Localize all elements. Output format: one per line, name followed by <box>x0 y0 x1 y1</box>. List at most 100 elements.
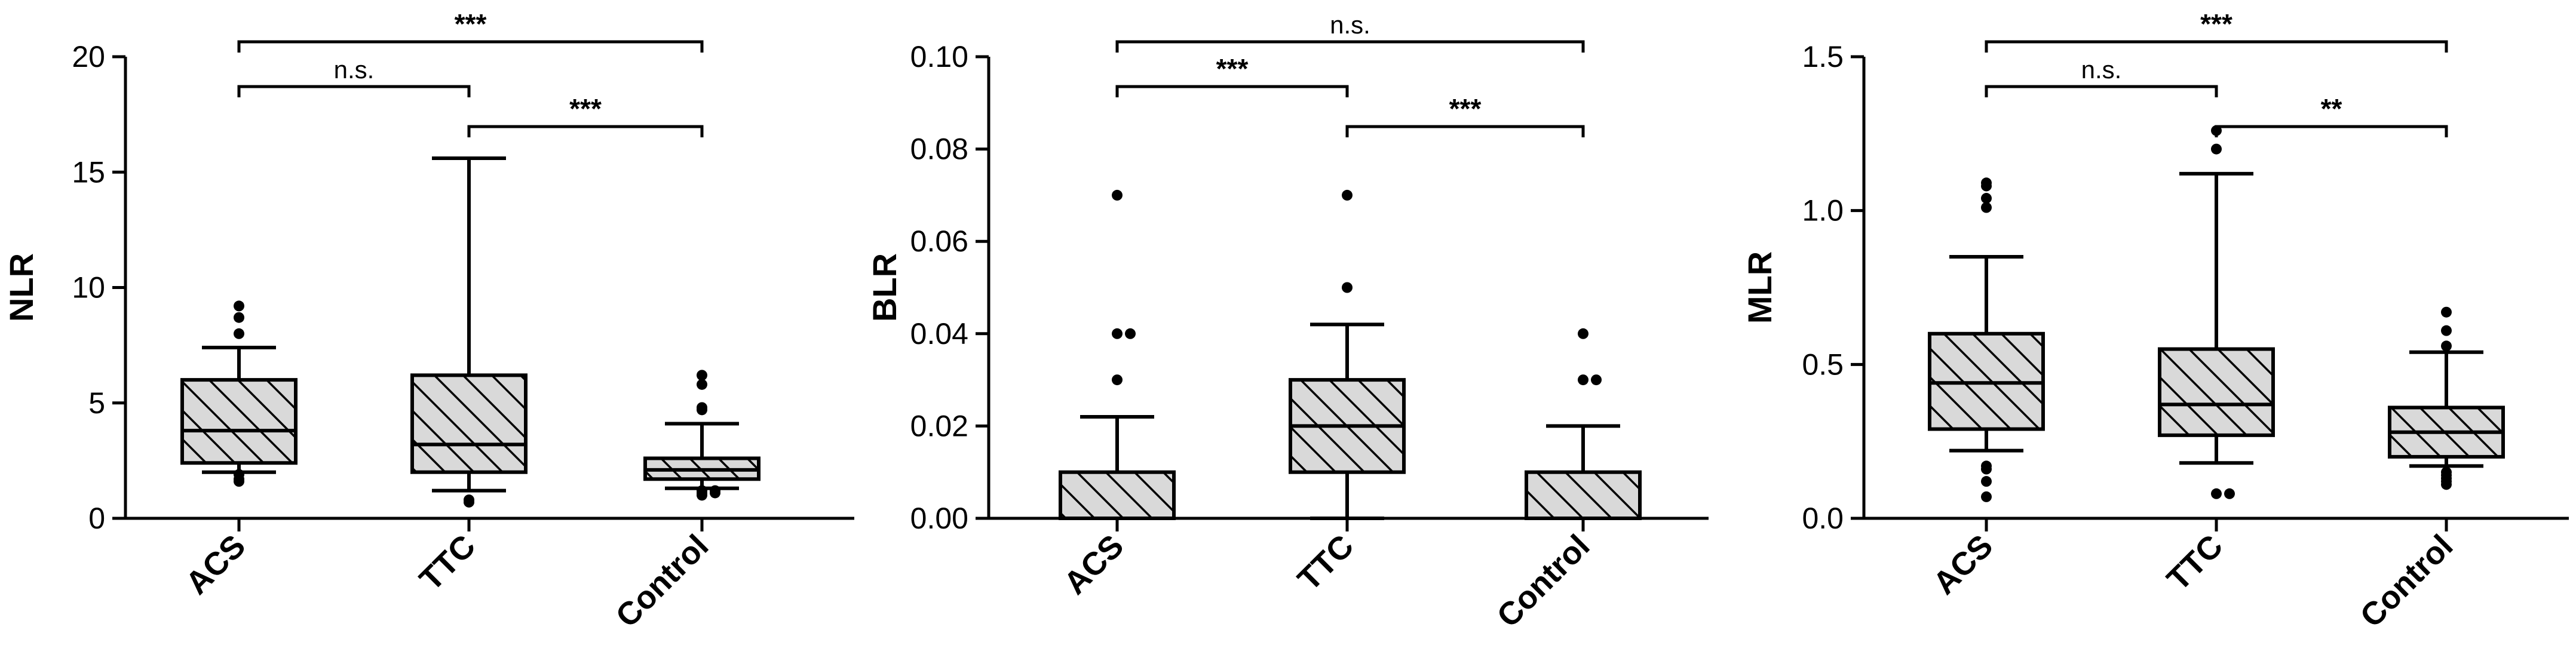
significance-bracket: *** <box>1985 8 2448 53</box>
x-tick-label: ACS <box>179 528 252 601</box>
box-control <box>1525 328 1642 521</box>
outlier-point <box>1981 476 1992 487</box>
iqr-box <box>2158 347 2275 437</box>
outlier-point <box>697 402 707 413</box>
significance-bracket: n.s. <box>1115 11 1585 53</box>
outlier-point <box>1981 202 1992 213</box>
x-tick-label: ACS <box>1057 528 1130 601</box>
bracket-line <box>1115 40 1585 53</box>
bracket-line <box>1345 125 1585 137</box>
outlier-point <box>2224 488 2235 499</box>
significance-label: n.s. <box>2081 56 2122 84</box>
outlier-point <box>1112 374 1123 386</box>
x-tick-label: Control <box>2353 528 2460 634</box>
x-tick-label: ACS <box>1926 528 2000 601</box>
outlier-point <box>710 485 720 496</box>
outlier-point <box>1981 177 1992 189</box>
panel-blr: 0.00 0.02 0.04 0.06 0.08 0.10 BLR ACS TTC Control… <box>866 11 1709 634</box>
y-tick-label: 0.02 <box>910 409 968 442</box>
significance-bracket: *** <box>237 8 704 53</box>
y-tick-label: 0 <box>88 502 105 535</box>
outlier-point <box>234 328 244 339</box>
y-tick-label: 20 <box>72 40 105 73</box>
outlier-point <box>234 469 244 480</box>
significance-label: *** <box>1449 93 1482 124</box>
outlier-point <box>697 379 707 390</box>
bracket-line <box>467 125 704 137</box>
significance-label: *** <box>569 93 602 124</box>
outlier-point <box>2211 143 2222 155</box>
y-tick-label: 0.00 <box>910 502 968 535</box>
outlier-point <box>1578 328 1588 339</box>
outlier-point <box>2441 306 2452 318</box>
outlier-point <box>1981 193 1992 204</box>
outlier-point <box>2441 325 2452 336</box>
iqr-box <box>1525 470 1642 521</box>
box-acs <box>1928 177 2045 502</box>
y-tick-label: 15 <box>72 155 105 189</box>
y-tick-label: 0.08 <box>910 133 968 166</box>
outlier-point <box>1981 460 1992 472</box>
panel-nlr: 0 5 10 15 20 NLR ACS TTC Control n.s. *** *** <box>2 8 854 634</box>
y-axis-label: NLR <box>2 253 40 322</box>
significance-bracket: ** <box>2215 93 2448 137</box>
iqr-box <box>410 373 528 474</box>
box-ttc <box>1289 189 1406 520</box>
significance-label: n.s. <box>334 56 375 84</box>
x-tick-label: Control <box>609 528 715 634</box>
box-ttc <box>410 156 528 508</box>
significance-label: *** <box>455 8 487 39</box>
outlier-point <box>1125 328 1136 339</box>
box-acs <box>1059 189 1176 521</box>
outlier-point <box>234 300 244 312</box>
box-acs <box>180 300 298 487</box>
outlier-point <box>1591 374 1602 386</box>
iqr-box <box>180 378 298 465</box>
outlier-point <box>2211 488 2222 499</box>
outlier-point <box>2441 466 2452 478</box>
y-tick-label: 1.0 <box>1802 194 1844 228</box>
significance-label: n.s. <box>1330 11 1370 39</box>
x-tick-label: Control <box>1490 528 1596 634</box>
significance-label: ** <box>2321 93 2342 124</box>
outlier-point <box>697 370 707 381</box>
y-axis-label: BLR <box>866 253 903 322</box>
outlier-point <box>1981 491 1992 502</box>
significance-bracket: *** <box>1115 53 1349 97</box>
outlier-point <box>1578 374 1588 386</box>
outlier-point <box>1342 282 1353 293</box>
significance-bracket: n.s. <box>1985 56 2218 97</box>
box-control <box>2388 306 2505 490</box>
bracket-line <box>2215 125 2448 137</box>
y-tick-label: 10 <box>72 271 105 305</box>
outlier-point <box>697 485 707 496</box>
significance-label: *** <box>2200 8 2232 39</box>
bracket-line <box>1985 85 2218 97</box>
significance-bracket: n.s. <box>237 56 471 97</box>
y-tick-label: 0.0 <box>1802 502 1844 535</box>
x-tick-label: TTC <box>413 528 483 598</box>
bracket-line <box>237 40 704 53</box>
y-tick-label: 5 <box>88 386 105 420</box>
significance-bracket: *** <box>467 93 704 137</box>
significance-bracket: *** <box>1345 93 1585 137</box>
significance-label: *** <box>1216 53 1249 84</box>
y-tick-label: 0.04 <box>910 317 968 351</box>
outlier-point <box>1112 189 1123 201</box>
y-tick-label: 0.06 <box>910 225 968 258</box>
outlier-point <box>1112 328 1123 339</box>
y-tick-label: 0.5 <box>1802 348 1844 381</box>
outlier-point <box>234 312 244 323</box>
bracket-line <box>1985 40 2448 53</box>
box-control <box>643 370 760 501</box>
x-tick-label: TTC <box>1291 528 1361 598</box>
box-ttc <box>2158 125 2275 499</box>
y-tick-label: 0.10 <box>910 40 968 73</box>
bracket-line <box>1115 85 1349 97</box>
y-tick-label: 1.5 <box>1802 40 1844 73</box>
outlier-point <box>464 494 474 506</box>
iqr-box <box>1059 470 1176 521</box>
outlier-point <box>2441 340 2452 352</box>
